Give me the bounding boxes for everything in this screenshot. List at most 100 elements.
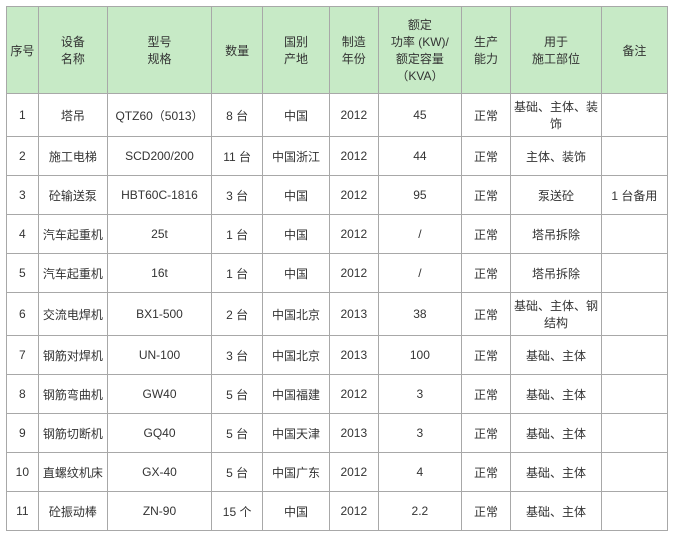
cell-power: 4: [379, 453, 462, 492]
cell-model: QTZ60（5013）: [108, 94, 212, 137]
cell-qty: 5 台: [211, 414, 263, 453]
cell-seq: 4: [7, 215, 39, 254]
cell-cap: 正常: [461, 94, 511, 137]
col-origin-header-l2: 产地: [265, 50, 326, 67]
cell-origin: 中国: [263, 215, 329, 254]
cell-use: 基础、主体: [511, 453, 602, 492]
cell-year: 2012: [329, 94, 379, 137]
col-cap-header-l2: 能力: [464, 50, 509, 67]
cell-origin: 中国浙江: [263, 137, 329, 176]
cell-model: GQ40: [108, 414, 212, 453]
cell-power: /: [379, 254, 462, 293]
col-power-header-l4: （KVA）: [381, 67, 459, 84]
col-use-header-l2: 施工部位: [513, 50, 599, 67]
cell-model: ZN-90: [108, 492, 212, 531]
cell-qty: 5 台: [211, 453, 263, 492]
cell-seq: 3: [7, 176, 39, 215]
cell-year: 2012: [329, 176, 379, 215]
cell-cap: 正常: [461, 293, 511, 336]
cell-name: 汽车起重机: [38, 254, 107, 293]
cell-use: 主体、装饰: [511, 137, 602, 176]
table-row: 4汽车起重机25t1 台中国2012/正常塔吊拆除: [7, 215, 668, 254]
cell-qty: 8 台: [211, 94, 263, 137]
cell-model: GW40: [108, 375, 212, 414]
cell-power: 38: [379, 293, 462, 336]
cell-name: 钢筋对焊机: [38, 336, 107, 375]
cell-year: 2012: [329, 215, 379, 254]
cell-origin: 中国天津: [263, 414, 329, 453]
col-origin-header-l1: 国别: [265, 33, 326, 50]
cell-model: 16t: [108, 254, 212, 293]
cell-year: 2012: [329, 137, 379, 176]
table-row: 1塔吊QTZ60（5013）8 台中国201245正常基础、主体、装饰: [7, 94, 668, 137]
cell-model: HBT60C-1816: [108, 176, 212, 215]
cell-origin: 中国: [263, 254, 329, 293]
col-qty-header: 数量: [211, 7, 263, 94]
cell-note: [601, 414, 667, 453]
cell-cap: 正常: [461, 414, 511, 453]
cell-origin: 中国北京: [263, 336, 329, 375]
cell-seq: 1: [7, 94, 39, 137]
cell-name: 交流电焊机: [38, 293, 107, 336]
table-row: 5汽车起重机16t1 台中国2012/正常塔吊拆除: [7, 254, 668, 293]
col-year-header-l2: 年份: [332, 50, 377, 67]
table-row: 7钢筋对焊机UN-1003 台中国北京2013100正常基础、主体: [7, 336, 668, 375]
cell-origin: 中国北京: [263, 293, 329, 336]
col-cap-header: 生产 能力: [461, 7, 511, 94]
cell-use: 基础、主体: [511, 375, 602, 414]
cell-year: 2013: [329, 293, 379, 336]
col-model-header-l2: 规格: [110, 50, 209, 67]
cell-year: 2013: [329, 414, 379, 453]
cell-cap: 正常: [461, 336, 511, 375]
cell-power: 2.2: [379, 492, 462, 531]
cell-name: 砼振动棒: [38, 492, 107, 531]
cell-cap: 正常: [461, 137, 511, 176]
cell-note: [601, 336, 667, 375]
table-row: 3砼输送泵HBT60C-18163 台中国201295正常泵送砼1 台备用: [7, 176, 668, 215]
table-row: 6交流电焊机BX1-5002 台中国北京201338正常基础、主体、钢结构: [7, 293, 668, 336]
cell-name: 施工电梯: [38, 137, 107, 176]
table-header-row: 序号 设备 名称 型号 规格 数量 国别 产地 制造 年份 额定 功率 (KW)…: [7, 7, 668, 94]
col-model-header: 型号 规格: [108, 7, 212, 94]
col-power-header-l3: 额定容量: [381, 50, 459, 67]
cell-power: 3: [379, 375, 462, 414]
col-use-header: 用于 施工部位: [511, 7, 602, 94]
cell-model: 25t: [108, 215, 212, 254]
col-origin-header: 国别 产地: [263, 7, 329, 94]
cell-note: [601, 94, 667, 137]
cell-power: 3: [379, 414, 462, 453]
col-name-header-l1: 设备: [41, 33, 105, 50]
col-power-header: 额定 功率 (KW)/ 额定容量 （KVA）: [379, 7, 462, 94]
cell-note: [601, 453, 667, 492]
cell-origin: 中国广东: [263, 453, 329, 492]
cell-seq: 9: [7, 414, 39, 453]
cell-cap: 正常: [461, 453, 511, 492]
cell-cap: 正常: [461, 215, 511, 254]
col-power-header-l2: 功率 (KW)/: [381, 33, 459, 50]
cell-note: [601, 137, 667, 176]
cell-use: 基础、主体: [511, 492, 602, 531]
cell-seq: 2: [7, 137, 39, 176]
cell-year: 2012: [329, 254, 379, 293]
cell-use: 塔吊拆除: [511, 254, 602, 293]
cell-note: [601, 215, 667, 254]
cell-qty: 1 台: [211, 254, 263, 293]
cell-use: 泵送砼: [511, 176, 602, 215]
cell-cap: 正常: [461, 176, 511, 215]
cell-qty: 3 台: [211, 176, 263, 215]
col-model-header-l1: 型号: [110, 33, 209, 50]
cell-origin: 中国: [263, 176, 329, 215]
cell-use: 基础、主体: [511, 414, 602, 453]
equipment-table: 序号 设备 名称 型号 规格 数量 国别 产地 制造 年份 额定 功率 (KW)…: [6, 6, 668, 531]
cell-note: 1 台备用: [601, 176, 667, 215]
cell-power: 95: [379, 176, 462, 215]
cell-model: SCD200/200: [108, 137, 212, 176]
cell-cap: 正常: [461, 375, 511, 414]
col-name-header-l2: 名称: [41, 50, 105, 67]
cell-note: [601, 293, 667, 336]
cell-power: 100: [379, 336, 462, 375]
cell-seq: 10: [7, 453, 39, 492]
cell-origin: 中国: [263, 94, 329, 137]
cell-qty: 3 台: [211, 336, 263, 375]
cell-use: 基础、主体: [511, 336, 602, 375]
